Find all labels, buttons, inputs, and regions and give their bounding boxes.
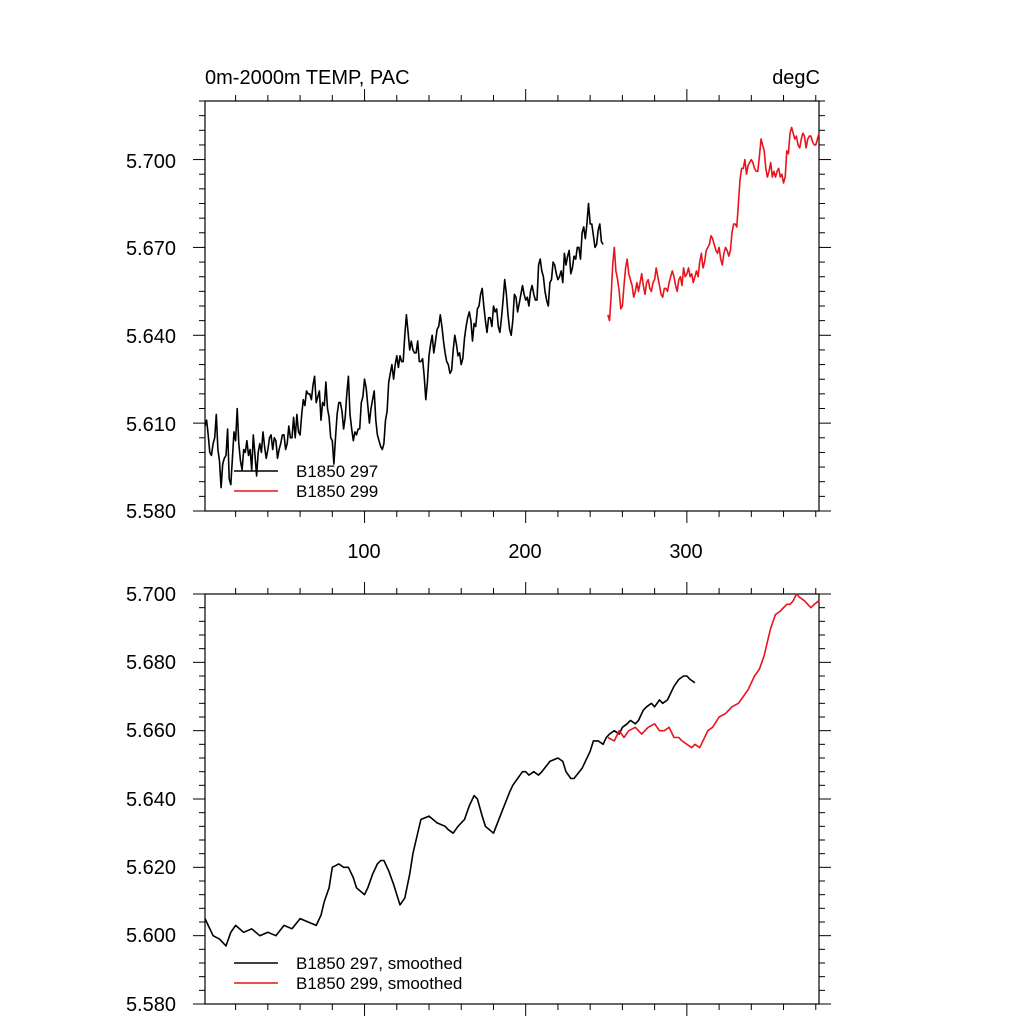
bottom-ytick-label: 5.580 — [126, 994, 176, 1016]
top-chart-units: degC — [772, 67, 820, 89]
top-axis-ticks — [193, 89, 831, 523]
bottom-ytick-label: 5.640 — [126, 789, 176, 811]
top-xtick-label: 100 — [347, 541, 380, 563]
top-chart: 0m-2000m TEMP, PAC degC 5.580 5.610 5.64… — [126, 67, 831, 563]
top-ytick-label: 5.580 — [126, 501, 176, 523]
bottom-axis-ticks — [193, 582, 831, 1016]
top-legend-label-299: B1850 299 — [296, 482, 378, 501]
bottom-series-line-297 — [204, 675, 696, 947]
top-legend-label-297: B1850 297 — [296, 462, 378, 481]
top-xtick-label: 200 — [508, 541, 541, 563]
top-series-lines — [204, 126, 820, 489]
top-series-line-297 — [204, 202, 604, 489]
bottom-ytick-label: 5.680 — [126, 652, 176, 674]
top-chart-title: 0m-2000m TEMP, PAC — [205, 67, 410, 89]
top-xtick-label: 300 — [669, 541, 702, 563]
top-ytick-label: 5.610 — [126, 414, 176, 436]
bottom-ytick-label: 5.700 — [126, 584, 176, 606]
bottom-series-line-299 — [607, 593, 820, 749]
bottom-ytick-label: 5.620 — [126, 857, 176, 879]
top-series-line-299 — [607, 126, 820, 322]
bottom-ytick-label: 5.600 — [126, 925, 176, 947]
top-legend: B1850 297 B1850 299 — [234, 462, 378, 501]
top-ytick-label: 5.700 — [126, 151, 176, 173]
bottom-chart: 5.580 5.600 5.620 5.640 5.660 5.680 5.70… — [126, 582, 831, 1016]
top-ytick-label: 5.640 — [126, 326, 176, 348]
bottom-legend-label-297: B1850 297, smoothed — [296, 954, 462, 973]
bottom-legend-label-299: B1850 299, smoothed — [296, 974, 462, 993]
bottom-ytick-label: 5.660 — [126, 720, 176, 742]
bottom-legend: B1850 297, smoothed B1850 299, smoothed — [234, 954, 462, 993]
bottom-series-lines — [204, 593, 820, 947]
top-ytick-label: 5.670 — [126, 238, 176, 260]
